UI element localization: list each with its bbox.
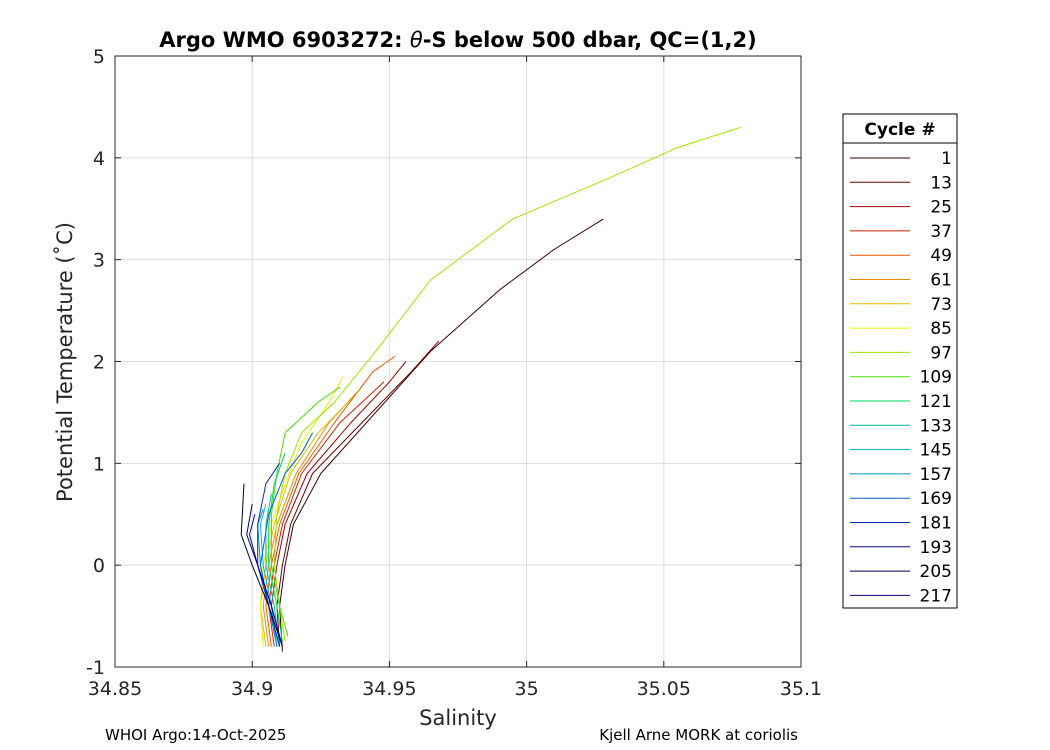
legend-label: 73	[930, 295, 952, 315]
series-line-cycle-37	[268, 381, 385, 647]
series-line-cycle-13	[276, 340, 440, 647]
legend: Cycle # 1 13 25 37 49 61 73 85 97 109 121 133 145 157…	[842, 113, 958, 609]
x-tick-label: 35.05	[637, 678, 691, 700]
grid-lines	[114, 55, 802, 668]
series-line-cycle-133	[265, 493, 281, 647]
legend-box	[842, 113, 958, 609]
x-tick-label: 35.1	[780, 678, 822, 700]
chart-title: Argo WMO 6903272: θ-S below 500 dbar, QC…	[159, 28, 756, 52]
series-line-cycle-25	[270, 361, 407, 647]
legend-label: 217	[920, 586, 952, 606]
legend-label: 181	[920, 514, 952, 534]
legend-label: 61	[930, 271, 952, 291]
series-line-cycle-97	[273, 126, 741, 642]
series-line-cycle-217	[246, 504, 283, 647]
legend-label: 109	[920, 368, 952, 388]
series-line-cycle-85	[259, 376, 344, 647]
legend-label: 85	[930, 319, 952, 339]
legend-label: 193	[920, 538, 952, 558]
x-tick-label: 34.95	[362, 678, 416, 700]
y-axis-ticks: -1 0 1 2 3 4 5	[86, 46, 801, 679]
legend-label: 49	[930, 246, 952, 266]
y-tick-label: 3	[93, 250, 105, 272]
x-axis-ticks: 34.85 34.9 34.95 35 35.05 35.1	[88, 56, 822, 700]
series-layer	[240, 126, 741, 652]
y-tick-label: 2	[93, 352, 105, 374]
x-tick-label: 35	[515, 678, 539, 700]
legend-label: 97	[930, 343, 952, 363]
y-tick-label: 4	[93, 148, 105, 170]
x-axis-label: Salinity	[419, 706, 497, 730]
series-line-cycle-205	[240, 483, 283, 647]
legend-label: 13	[930, 173, 952, 193]
legend-label: 25	[930, 198, 952, 218]
series-line-cycle-121	[268, 452, 286, 642]
x-tick-label: 34.9	[231, 678, 273, 700]
legend-label: 133	[920, 416, 952, 436]
series-line-cycle-1	[279, 218, 604, 652]
legend-label: 145	[920, 441, 952, 461]
legend-label: 205	[920, 562, 952, 582]
legend-label: 121	[920, 392, 952, 412]
footer-source: WHOI Argo:14-Oct-2025	[105, 726, 286, 744]
legend-label: 37	[930, 222, 952, 242]
y-tick-label: 1	[93, 453, 105, 475]
y-tick-label: 0	[93, 555, 105, 577]
legend-title: Cycle #	[864, 120, 935, 140]
legend-label: 1	[941, 149, 952, 169]
y-axis-label: Potential Temperature (˚C)	[53, 222, 77, 502]
y-tick-label: 5	[93, 46, 105, 68]
legend-label: 169	[920, 489, 952, 509]
series-line-cycle-109	[270, 386, 341, 637]
legend-label: 157	[920, 465, 952, 485]
series-line-cycle-61	[262, 386, 363, 647]
footer-credit: Kjell Arne MORK at coriolis	[599, 726, 798, 744]
y-tick-label: -1	[86, 657, 105, 679]
x-tick-label: 34.85	[88, 678, 142, 700]
